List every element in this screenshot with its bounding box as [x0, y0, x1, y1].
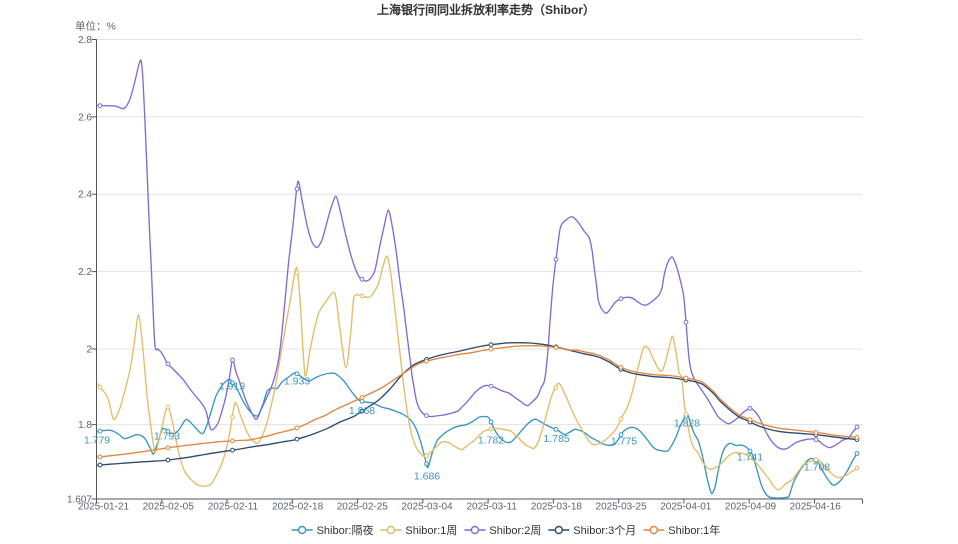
svg-text:1.741: 1.741 [737, 452, 763, 464]
svg-text:单位：%: 单位：% [75, 20, 116, 33]
svg-text:2025-02-18: 2025-02-18 [272, 501, 324, 512]
svg-text:2025-02-11: 2025-02-11 [208, 501, 259, 512]
svg-text:2.4: 2.4 [78, 190, 92, 201]
svg-text:1.779: 1.779 [84, 435, 110, 447]
svg-text:1.933: 1.933 [284, 376, 310, 388]
svg-text:上海银行间同业拆放利率走势（Shibor）: 上海银行间同业拆放利率走势（Shibor） [377, 2, 595, 17]
svg-text:2025-02-05: 2025-02-05 [143, 501, 195, 512]
svg-text:2025-01-21: 2025-01-21 [78, 501, 130, 512]
svg-text:2025-03-25: 2025-03-25 [596, 501, 648, 512]
svg-text:1.785: 1.785 [543, 433, 569, 445]
svg-text:1.686: 1.686 [414, 471, 440, 483]
svg-text:1.919: 1.919 [219, 381, 245, 393]
svg-text:2.6: 2.6 [78, 112, 92, 123]
svg-text:Shibor:1周: Shibor:1周 [405, 524, 457, 537]
svg-text:2025-03-18: 2025-03-18 [531, 501, 583, 512]
svg-text:2025-03-11: 2025-03-11 [466, 501, 517, 512]
svg-text:2025-02-25: 2025-02-25 [337, 501, 389, 512]
svg-text:1.828: 1.828 [674, 418, 700, 430]
svg-text:1.708: 1.708 [804, 462, 830, 474]
svg-text:2025-04-16: 2025-04-16 [790, 501, 842, 512]
svg-text:1.775: 1.775 [611, 436, 637, 448]
svg-text:Shibor:3个月: Shibor:3个月 [573, 524, 636, 537]
svg-text:Shibor:隔夜: Shibor:隔夜 [317, 523, 374, 537]
svg-text:1.782: 1.782 [478, 435, 504, 447]
svg-text:1.793: 1.793 [154, 431, 180, 443]
svg-text:2: 2 [86, 345, 92, 356]
svg-text:2025-04-01: 2025-04-01 [660, 501, 712, 512]
svg-text:2025-03-04: 2025-03-04 [401, 501, 453, 512]
svg-text:1.607: 1.607 [67, 495, 92, 506]
svg-text:1.868: 1.868 [349, 405, 375, 417]
svg-text:2.2: 2.2 [78, 267, 92, 278]
svg-text:2.8: 2.8 [78, 35, 92, 46]
svg-text:1.8: 1.8 [78, 420, 92, 431]
svg-text:Shibor:1年: Shibor:1年 [668, 523, 720, 537]
svg-text:2025-04-09: 2025-04-09 [725, 501, 777, 512]
svg-text:Shibor:2周: Shibor:2周 [489, 524, 541, 537]
